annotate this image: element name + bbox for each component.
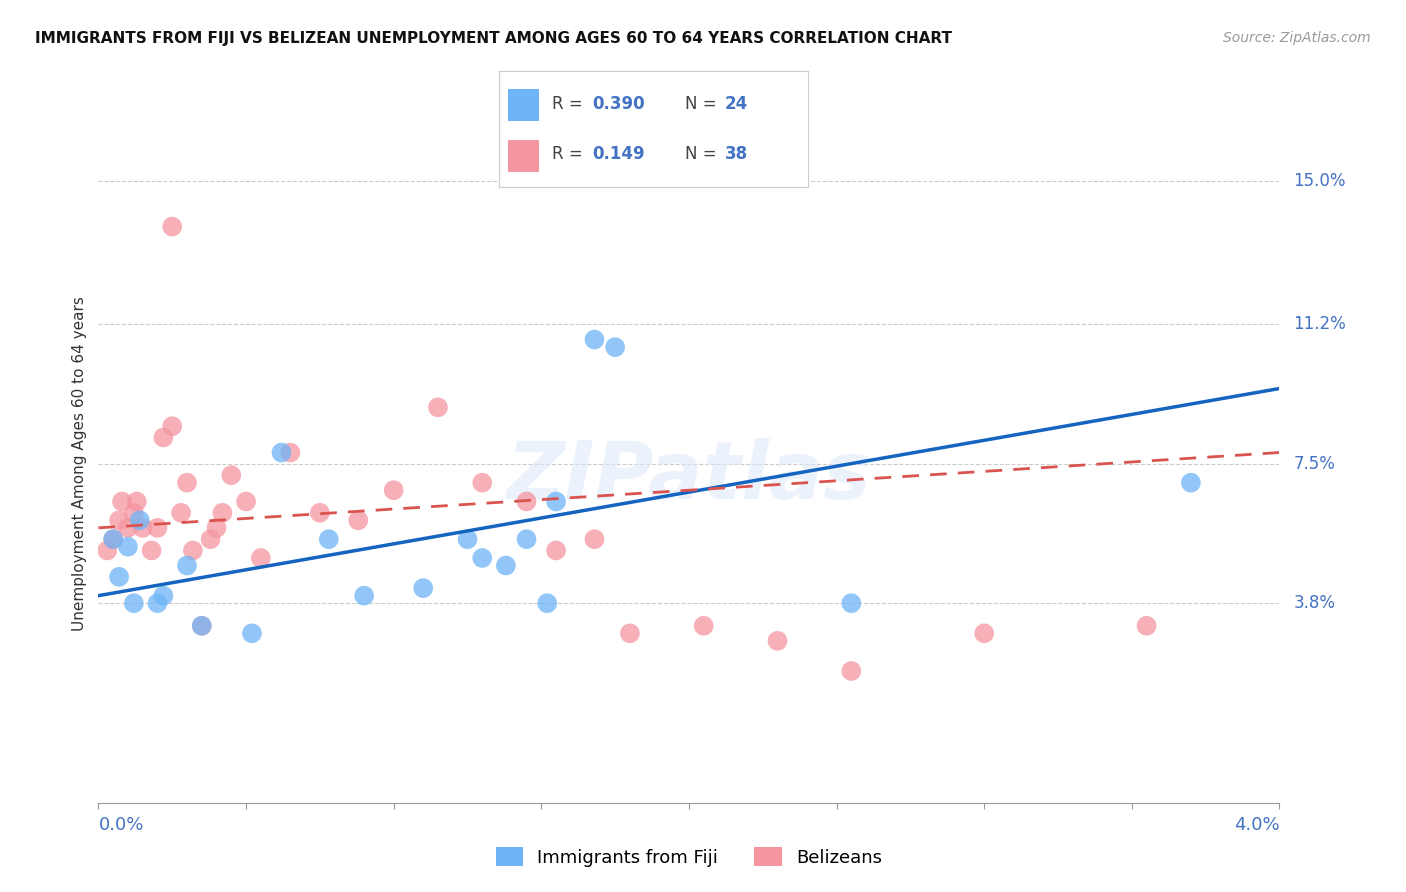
- Point: [536, 596, 558, 610]
- Text: 3.8%: 3.8%: [1294, 594, 1336, 612]
- Point: [103, 532, 125, 546]
- Point: [117, 540, 139, 554]
- Text: 7.5%: 7.5%: [1294, 455, 1336, 473]
- Point: [426, 401, 449, 415]
- Point: [205, 521, 228, 535]
- Point: [125, 494, 148, 508]
- Point: [200, 532, 222, 546]
- Point: [973, 626, 995, 640]
- Legend: Immigrants from Fiji, Belizeans: Immigrants from Fiji, Belizeans: [489, 840, 889, 874]
- Text: 0.390: 0.390: [592, 95, 644, 113]
- Text: 0.0%: 0.0%: [98, 816, 143, 834]
- Point: [181, 543, 204, 558]
- Point: [122, 596, 145, 610]
- Point: [108, 513, 131, 527]
- Text: ZIPatlas: ZIPatlas: [506, 438, 872, 516]
- Point: [544, 543, 567, 558]
- Point: [1135, 619, 1157, 633]
- Point: [117, 521, 139, 535]
- Text: R =: R =: [551, 145, 588, 163]
- Point: [308, 506, 332, 520]
- Point: [544, 494, 567, 508]
- Point: [270, 445, 292, 459]
- Point: [152, 589, 174, 603]
- Y-axis label: Unemployment Among Ages 60 to 64 years: Unemployment Among Ages 60 to 64 years: [72, 296, 87, 632]
- Point: [318, 532, 340, 546]
- Point: [170, 506, 193, 520]
- Point: [240, 626, 263, 640]
- Text: N =: N =: [685, 95, 721, 113]
- Point: [515, 532, 537, 546]
- Point: [250, 551, 273, 566]
- Point: [353, 589, 375, 603]
- Point: [162, 419, 183, 434]
- Point: [132, 521, 155, 535]
- Point: [176, 475, 198, 490]
- Text: 0.149: 0.149: [592, 145, 644, 163]
- Point: [111, 494, 134, 508]
- Text: Source: ZipAtlas.com: Source: ZipAtlas.com: [1223, 31, 1371, 45]
- Point: [382, 483, 405, 498]
- Point: [1180, 475, 1202, 490]
- Point: [347, 513, 370, 527]
- Point: [412, 581, 434, 595]
- Point: [146, 596, 169, 610]
- FancyBboxPatch shape: [509, 140, 540, 172]
- Point: [456, 532, 478, 546]
- Point: [839, 596, 862, 610]
- Text: N =: N =: [685, 145, 721, 163]
- Point: [122, 506, 145, 520]
- Point: [235, 494, 257, 508]
- Point: [766, 633, 789, 648]
- Text: R =: R =: [551, 95, 588, 113]
- Point: [839, 664, 862, 678]
- Text: 15.0%: 15.0%: [1294, 172, 1346, 190]
- Point: [108, 570, 131, 584]
- Point: [471, 551, 494, 566]
- FancyBboxPatch shape: [509, 89, 540, 121]
- Point: [692, 619, 714, 633]
- Point: [619, 626, 641, 640]
- Point: [103, 532, 125, 546]
- Text: 24: 24: [725, 95, 748, 113]
- Point: [141, 543, 163, 558]
- Point: [278, 445, 301, 459]
- Point: [495, 558, 517, 573]
- Text: IMMIGRANTS FROM FIJI VS BELIZEAN UNEMPLOYMENT AMONG AGES 60 TO 64 YEARS CORRELAT: IMMIGRANTS FROM FIJI VS BELIZEAN UNEMPLO…: [35, 31, 952, 46]
- Point: [190, 619, 214, 633]
- Point: [152, 430, 174, 444]
- Point: [471, 475, 494, 490]
- Point: [515, 494, 537, 508]
- Point: [605, 340, 627, 354]
- Point: [146, 521, 169, 535]
- Point: [190, 619, 214, 633]
- Point: [219, 468, 242, 483]
- Text: 11.2%: 11.2%: [1294, 316, 1347, 334]
- Point: [128, 513, 150, 527]
- Point: [583, 333, 606, 347]
- Point: [176, 558, 198, 573]
- Point: [162, 219, 183, 234]
- Point: [583, 532, 606, 546]
- Text: 4.0%: 4.0%: [1234, 816, 1279, 834]
- Text: 38: 38: [725, 145, 748, 163]
- Point: [211, 506, 233, 520]
- Point: [96, 543, 118, 558]
